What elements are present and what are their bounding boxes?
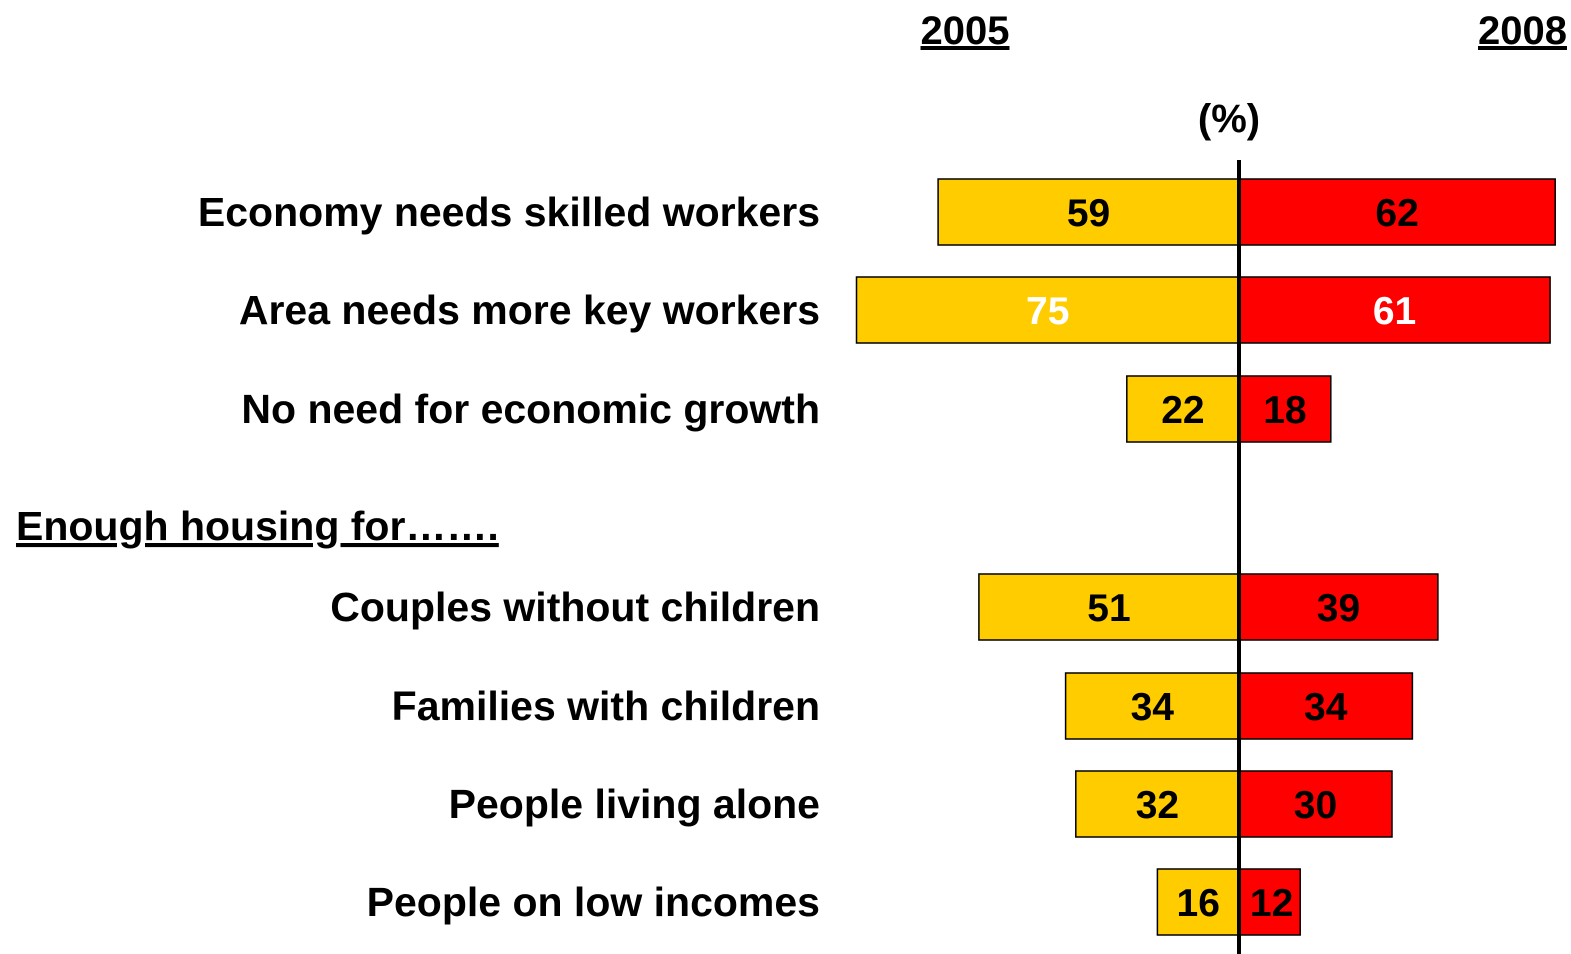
group-heading: Enough housing for……. (16, 503, 499, 549)
bar-2005-couples-without-children (978, 573, 1240, 641)
data-label-2005-economy-needs-skilled-workers: 59 (1067, 192, 1110, 235)
bar-2008-people-living-alone (1238, 770, 1393, 838)
bar-2005-families-with-children (1064, 672, 1240, 740)
bar-2008-economy-needs-skilled-workers (1238, 178, 1556, 246)
data-label-2008-area-needs-more-key-workers: 61 (1373, 290, 1416, 333)
data-label-2008-no-need-for-economic-growth: 18 (1263, 389, 1306, 432)
category-label-no-need-for-economic-growth: No need for economic growth (241, 386, 820, 432)
bar-2005-people-on-low-incomes (1156, 868, 1240, 936)
category-label-economy-needs-skilled-workers: Economy needs skilled workers (198, 189, 820, 235)
data-label-2008-couples-without-children: 39 (1317, 587, 1360, 630)
data-label-2005-area-needs-more-key-workers: 75 (1026, 290, 1069, 333)
data-label-2008-economy-needs-skilled-workers: 62 (1375, 192, 1418, 235)
category-label-people-living-alone: People living alone (449, 781, 820, 827)
category-label-area-needs-more-key-workers: Area needs more key workers (239, 287, 820, 333)
bar-2008-families-with-children (1238, 672, 1414, 740)
data-label-2005-couples-without-children: 51 (1087, 587, 1130, 630)
category-label-people-on-low-incomes: People on low incomes (367, 879, 820, 925)
bar-2008-people-on-low-incomes (1238, 868, 1301, 936)
data-label-2008-people-on-low-incomes: 12 (1250, 882, 1293, 925)
series-header-2005: 2005 (921, 9, 1010, 53)
data-label-2008-families-with-children: 34 (1304, 686, 1348, 729)
data-label-2005-people-living-alone: 32 (1136, 784, 1179, 827)
data-label-2005-people-on-low-incomes: 16 (1177, 882, 1220, 925)
bar-2005-economy-needs-skilled-workers (937, 178, 1240, 246)
data-label-2008-people-living-alone: 30 (1294, 784, 1337, 827)
bar-2005-area-needs-more-key-workers (855, 276, 1240, 344)
category-label-families-with-children: Families with children (392, 683, 820, 729)
category-label-couples-without-children: Couples without children (330, 584, 820, 630)
bar-2005-no-need-for-economic-growth (1126, 375, 1240, 443)
series-header-2008: 2008 (1478, 9, 1567, 53)
data-label-2005-families-with-children: 34 (1131, 686, 1175, 729)
bar-2008-area-needs-more-key-workers (1238, 276, 1551, 344)
unit-label: (%) (1198, 97, 1260, 141)
data-label-2005-no-need-for-economic-growth: 22 (1161, 389, 1204, 432)
